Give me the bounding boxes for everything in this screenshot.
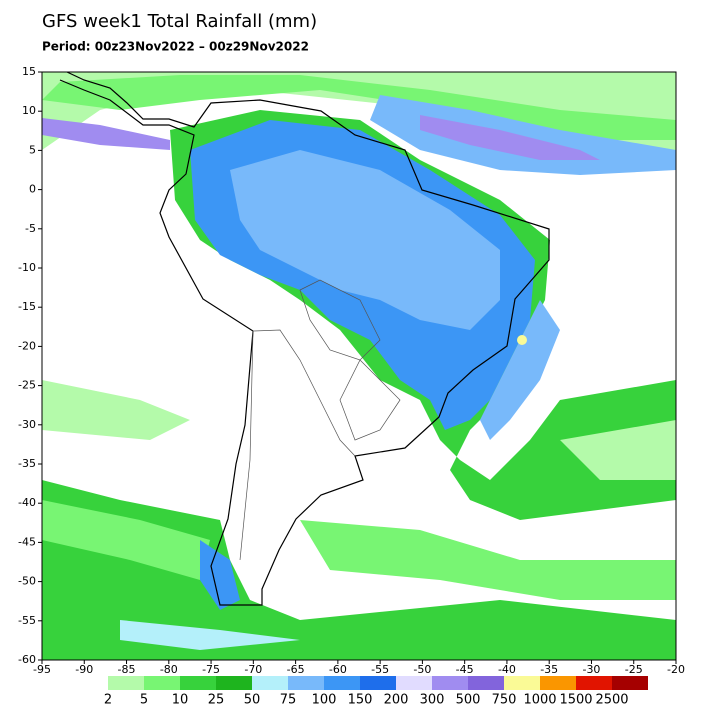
axes: -95 -90 -85 -80 -75 -70 -65 -60 -55 -50 -45 -40 -35-… <box>18 65 685 676</box>
legend-label: 1500 <box>559 693 592 708</box>
legend-swatch <box>180 676 216 690</box>
legend-swatch <box>576 676 612 690</box>
legend-swatch <box>252 676 288 690</box>
legend-label: 1000 <box>523 693 556 708</box>
x-tick-label: -80 <box>160 663 178 676</box>
x-tick-label: -65 <box>287 663 305 676</box>
legend-label: 75 <box>280 693 297 708</box>
legend-label: 500 <box>456 693 481 708</box>
x-tick-label: -30 <box>582 663 600 676</box>
x-tick-label: -85 <box>118 663 136 676</box>
legend: 2 5 10 25 50 75 100 150 200 300 500 750 1000 1500 2500 <box>104 676 648 708</box>
y-tick-label: -50 <box>18 575 36 588</box>
y-tick-label: -20 <box>18 339 36 352</box>
coastline <box>59 71 550 606</box>
legend-label: 300 <box>420 693 445 708</box>
legend-swatch <box>324 676 360 690</box>
y-tick-label: 15 <box>22 65 36 78</box>
x-tick-label: -40 <box>498 663 516 676</box>
legend-swatch <box>504 676 540 690</box>
legend-label: 750 <box>492 693 517 708</box>
legend-swatch <box>216 676 252 690</box>
y-tick-label: -10 <box>18 261 36 274</box>
legend-swatch <box>396 676 432 690</box>
x-tick-label: -70 <box>244 663 262 676</box>
rainfall-field <box>42 72 676 660</box>
legend-swatch <box>108 676 144 690</box>
title: GFS week1 Total Rainfall (mm) <box>42 11 317 32</box>
legend-label: 150 <box>348 693 373 708</box>
x-tick-label: -45 <box>456 663 474 676</box>
legend-label: 2 <box>104 693 112 708</box>
y-tick-label: -40 <box>18 496 36 509</box>
legend-label: 200 <box>384 693 409 708</box>
legend-swatch <box>144 676 180 690</box>
y-tick-label: -30 <box>18 418 36 431</box>
y-tick-label: 10 <box>22 104 36 117</box>
x-tick-label: -55 <box>371 663 389 676</box>
x-tick-label: -50 <box>413 663 431 676</box>
x-tick-label: -95 <box>33 663 51 676</box>
legend-label: 100 <box>312 693 337 708</box>
legend-swatch <box>468 676 504 690</box>
y-tick-label: -25 <box>18 379 36 392</box>
legend-swatch <box>432 676 468 690</box>
legend-swatch <box>360 676 396 690</box>
x-tick-label: -20 <box>667 663 685 676</box>
legend-swatch <box>288 676 324 690</box>
legend-swatch <box>612 676 648 690</box>
legend-label: 5 <box>140 693 148 708</box>
plot-frame <box>41 71 677 661</box>
x-tick-label: -35 <box>540 663 558 676</box>
period: Period: 00z23Nov2022 – 00z29Nov2022 <box>42 40 309 54</box>
x-tick-label: -90 <box>75 663 93 676</box>
x-tick-label: -75 <box>202 663 220 676</box>
y-tick-label: 5 <box>29 143 36 156</box>
legend-swatch <box>540 676 576 690</box>
legend-label: 2500 <box>595 693 628 708</box>
y-tick-label: -35 <box>18 457 36 470</box>
legend-label: 10 <box>172 693 189 708</box>
borders <box>239 279 401 561</box>
y-tick-label: -55 <box>18 614 36 627</box>
x-tick-label: -25 <box>625 663 643 676</box>
y-tick-label: -15 <box>18 300 36 313</box>
y-tick-label: -60 <box>18 653 36 666</box>
y-tick-label: 0 <box>29 183 36 196</box>
legend-label: 50 <box>244 693 261 708</box>
x-tick-label: -60 <box>329 663 347 676</box>
legend-label: 25 <box>208 693 225 708</box>
y-tick-label: -45 <box>18 535 36 548</box>
y-tick-label: -5 <box>25 222 36 235</box>
